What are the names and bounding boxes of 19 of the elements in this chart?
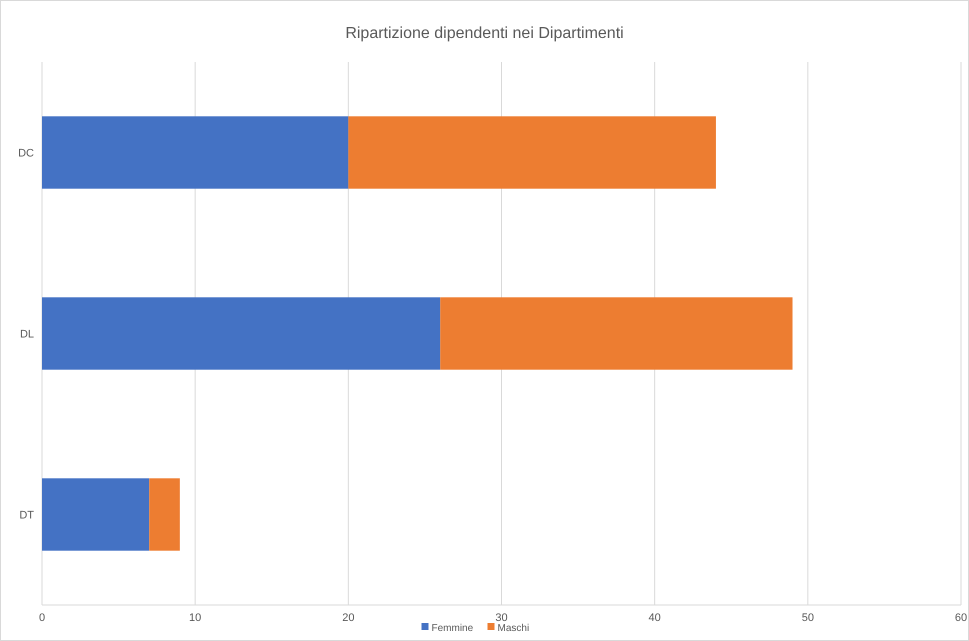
- y-tick-label: DT: [19, 510, 34, 522]
- bar: [42, 116, 348, 189]
- y-tick-label: DL: [20, 328, 34, 340]
- x-tick-label: 10: [189, 612, 202, 624]
- legend-label: Maschi: [498, 623, 530, 634]
- bar: [42, 478, 150, 551]
- x-tick-label: 30: [495, 612, 508, 624]
- y-tick-label: DC: [18, 148, 34, 160]
- bar: [149, 478, 180, 551]
- x-tick-label: 0: [38, 612, 46, 624]
- x-tick-label: 50: [802, 612, 814, 624]
- chart-title: Ripartizione dipendenti nei Dipartimenti: [345, 25, 624, 42]
- x-tick-label: 40: [648, 612, 661, 624]
- bar: [348, 116, 716, 189]
- bar: [440, 297, 793, 370]
- legend-label: Femmine: [432, 623, 474, 634]
- bar: [42, 297, 440, 370]
- x-tick-label: 60: [954, 612, 968, 624]
- x-tick-label: 20: [342, 612, 354, 624]
